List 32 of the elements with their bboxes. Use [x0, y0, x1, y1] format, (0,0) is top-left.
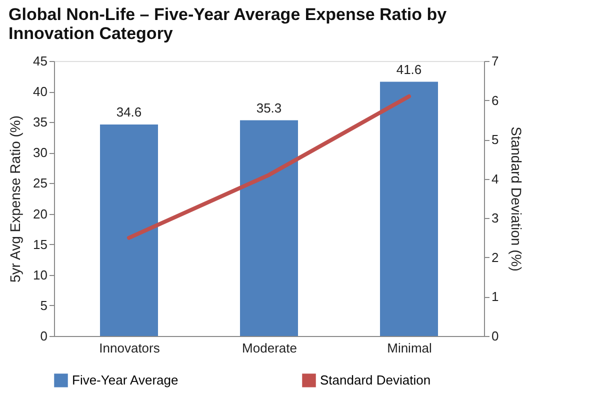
y2-tick-label: 7 [492, 54, 499, 68]
y2-tick-label: 4 [492, 171, 499, 186]
y-tick-label: 35 [33, 114, 48, 130]
y-tick-label: 10 [33, 267, 48, 282]
data-label: 41.6 [396, 62, 422, 77]
y2-tick-label: 3 [492, 210, 499, 226]
y2-tick-label: 6 [492, 92, 499, 108]
legend-label: Standard Deviation [320, 372, 431, 388]
bar [380, 82, 438, 336]
legend-label: Five-Year Average [72, 372, 178, 388]
chart-title: Global Non-Life – Five-Year Average Expense Ratio by Innovation Category [8, 5, 448, 43]
x-tick-label: Innovators [99, 340, 160, 356]
y-tick-label: 25 [33, 176, 48, 191]
y2-tick-label: 0 [492, 328, 499, 344]
x-tick-label: Moderate [242, 340, 297, 356]
bar [240, 120, 298, 336]
y2-tick-label: 5 [492, 132, 499, 148]
y-tick-label: 5 [40, 298, 48, 313]
bar [100, 124, 158, 336]
data-label: 34.6 [116, 104, 142, 120]
y-axis-title: 5yr Avg Expense Ratio (%) [7, 115, 24, 283]
y-tick-label: 15 [33, 236, 48, 252]
y2-tick-label: 1 [492, 289, 499, 304]
y-tick-label: 20 [33, 206, 48, 222]
y2-axis-title: Standard Deviation (%) [508, 126, 525, 272]
y2-tick-label: 2 [492, 250, 499, 265]
y-tick-label: 30 [33, 145, 48, 160]
data-label: 35.3 [256, 100, 282, 116]
y-tick-label: 45 [33, 54, 48, 68]
y-tick-label: 0 [40, 328, 48, 344]
y-tick-label: 40 [33, 84, 48, 100]
x-tick-label: Minimal [387, 340, 432, 356]
